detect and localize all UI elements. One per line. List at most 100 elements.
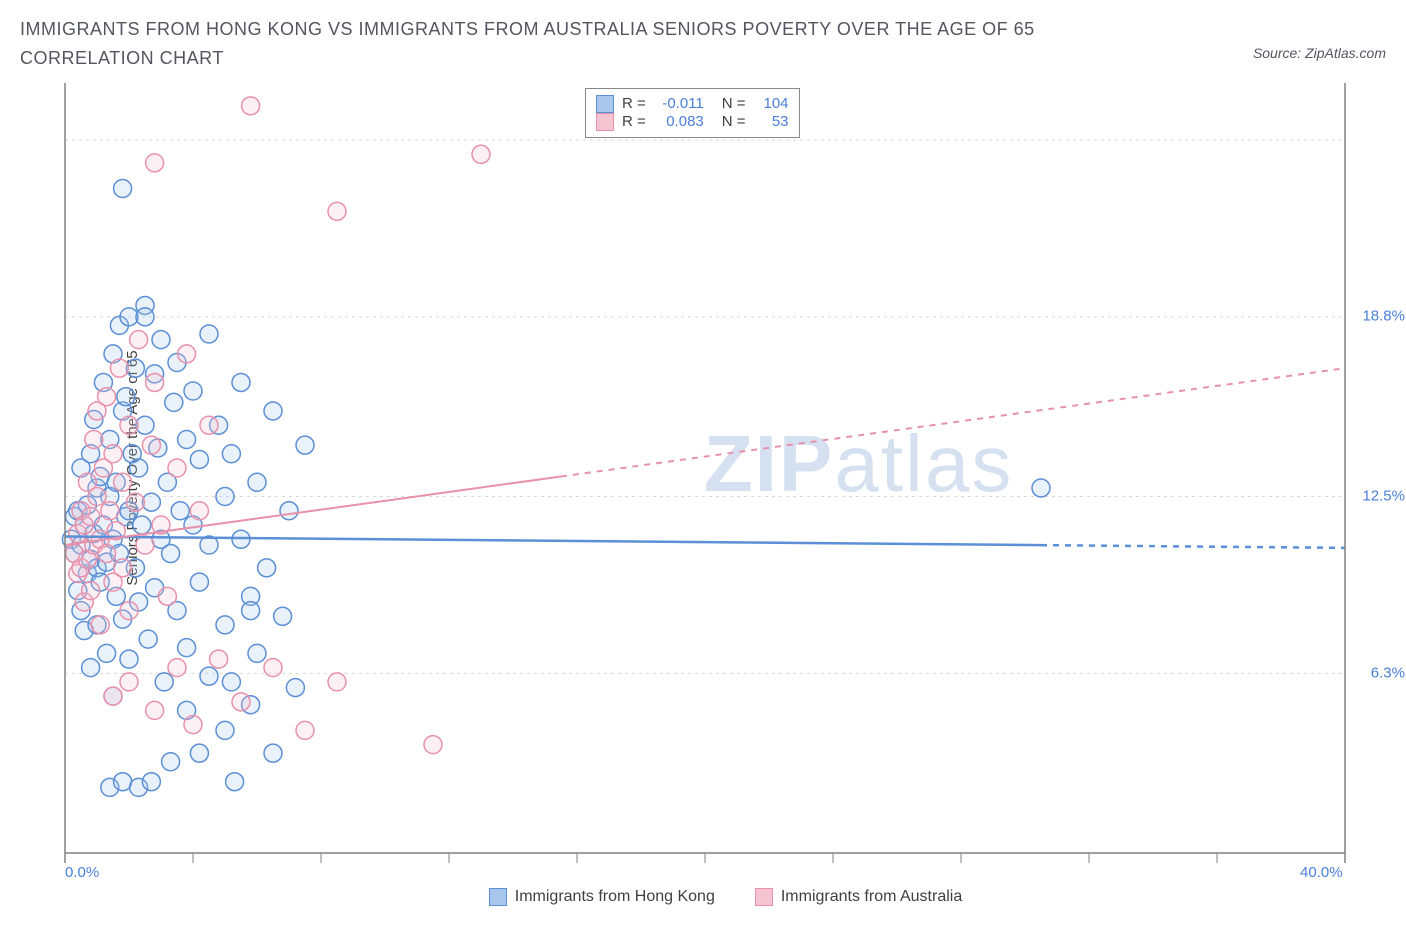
data-point (190, 573, 208, 591)
data-point (146, 373, 164, 391)
data-point (190, 450, 208, 468)
data-point (242, 96, 260, 114)
data-point (85, 430, 103, 448)
r-value: 0.083 (654, 113, 704, 130)
data-point (120, 416, 138, 434)
data-point (222, 672, 240, 690)
data-point (232, 373, 250, 391)
data-point (142, 436, 160, 454)
data-point (264, 402, 282, 420)
data-point (98, 644, 116, 662)
data-point (258, 558, 276, 576)
data-point (162, 752, 180, 770)
data-point (136, 307, 154, 325)
data-point (82, 658, 100, 676)
data-point (114, 179, 132, 197)
data-point (168, 459, 186, 477)
data-point (120, 672, 138, 690)
data-point (200, 325, 218, 343)
data-point (101, 501, 119, 519)
data-point (296, 721, 314, 739)
data-point (126, 493, 144, 511)
data-point (264, 658, 282, 676)
n-label: N = (722, 113, 746, 130)
legend-swatch (489, 888, 507, 906)
legend-label: Immigrants from Australia (781, 888, 962, 905)
data-point (328, 202, 346, 220)
correlation-stats-box: R = -0.011 N = 104 R = 0.083 N = 53 (585, 88, 800, 138)
stat-row: R = 0.083 N = 53 (596, 113, 789, 131)
data-point (280, 501, 298, 519)
y-tick-label: 18.8% (1362, 308, 1405, 325)
data-point (296, 436, 314, 454)
data-point (146, 701, 164, 719)
y-tick-label: 12.5% (1362, 488, 1405, 505)
data-point (104, 687, 122, 705)
x-tick-label: 0.0% (65, 864, 99, 881)
data-point (424, 735, 442, 753)
data-point (178, 430, 196, 448)
legend-swatch (755, 888, 773, 906)
legend-swatch (596, 95, 614, 113)
legend-label: Immigrants from Hong Kong (515, 888, 715, 905)
data-point (328, 672, 346, 690)
data-point (142, 772, 160, 790)
data-point (178, 345, 196, 363)
data-point (210, 650, 228, 668)
data-point (120, 650, 138, 668)
data-point (190, 744, 208, 762)
data-point (168, 658, 186, 676)
n-value: 53 (754, 113, 789, 130)
data-point (136, 536, 154, 554)
scatter-plot: ZIPatlas6.3%12.5%18.8%0.0%40.0% R = -0.0… (65, 83, 1345, 853)
data-point (226, 772, 244, 790)
bottom-legend: Immigrants from Hong Kong Immigrants from… (65, 888, 1386, 906)
data-point (286, 678, 304, 696)
data-point (248, 473, 266, 491)
data-point (114, 473, 132, 491)
data-point (130, 459, 148, 477)
data-point (184, 382, 202, 400)
data-point (200, 416, 218, 434)
data-point (152, 330, 170, 348)
data-point (98, 387, 116, 405)
data-point (165, 393, 183, 411)
data-point (264, 744, 282, 762)
data-point (200, 667, 218, 685)
data-point (171, 501, 189, 519)
data-point (104, 444, 122, 462)
data-point (242, 601, 260, 619)
data-point (216, 487, 234, 505)
y-tick-label: 6.3% (1371, 664, 1405, 681)
data-point (184, 715, 202, 733)
r-label: R = (622, 95, 646, 112)
data-point (98, 544, 116, 562)
data-point (232, 692, 250, 710)
r-value: -0.011 (654, 95, 704, 112)
data-point (120, 601, 138, 619)
data-point (114, 558, 132, 576)
data-point (472, 145, 490, 163)
trend-line-extrapolated (1041, 545, 1345, 548)
source-attribution: Source: ZipAtlas.com (1253, 45, 1386, 61)
data-point (216, 721, 234, 739)
data-point (130, 330, 148, 348)
data-point (162, 544, 180, 562)
r-label: R = (622, 113, 646, 130)
data-point (146, 153, 164, 171)
n-value: 104 (754, 95, 789, 112)
stat-row: R = -0.011 N = 104 (596, 95, 789, 113)
n-label: N = (722, 95, 746, 112)
legend-swatch (596, 113, 614, 131)
data-point (274, 607, 292, 625)
data-point (158, 587, 176, 605)
data-point (91, 615, 109, 633)
data-point (117, 387, 135, 405)
data-point (222, 444, 240, 462)
x-tick-label: 40.0% (1300, 864, 1343, 881)
chart-title: IMMIGRANTS FROM HONG KONG VS IMMIGRANTS … (20, 15, 1120, 73)
data-point (190, 501, 208, 519)
data-point (1032, 479, 1050, 497)
data-point (178, 638, 196, 656)
data-point (248, 644, 266, 662)
